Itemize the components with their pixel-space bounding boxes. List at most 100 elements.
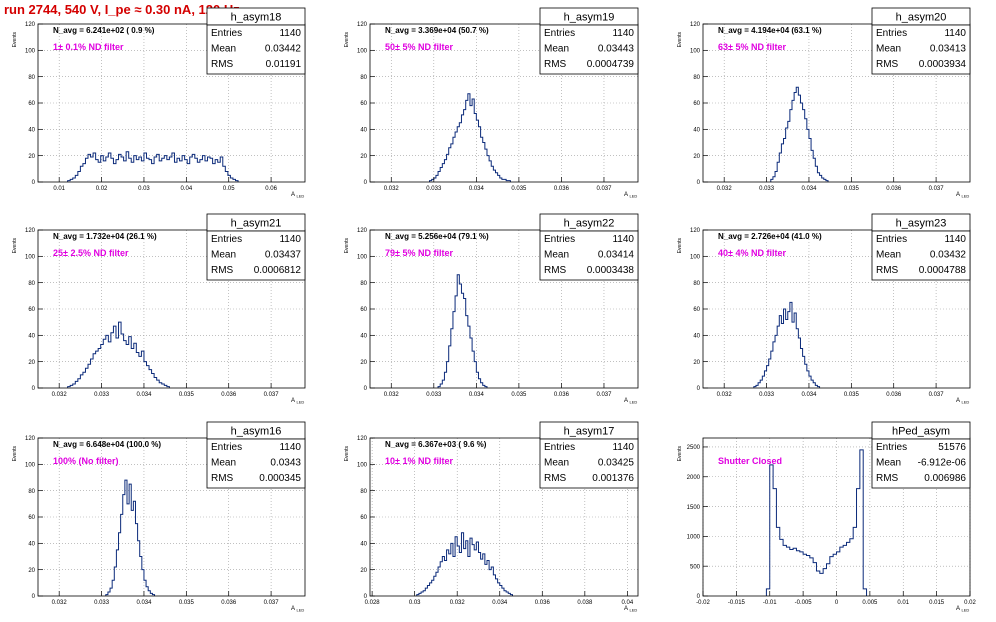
- y-tick-label: 20: [28, 360, 35, 366]
- y-tick-label: 0: [32, 180, 36, 186]
- filter-annotation: 25± 2.5% ND filter: [53, 248, 129, 258]
- x-tick-label: 0.028: [365, 600, 381, 606]
- y-tick-label: 60: [360, 307, 367, 313]
- stats-label: Entries: [544, 28, 575, 39]
- stats-value: 0.03442: [265, 44, 302, 55]
- stats-value: 1140: [279, 442, 301, 453]
- x-tick-label: 0.033: [94, 392, 110, 398]
- stats-label: Entries: [544, 442, 575, 453]
- filter-annotation: Shutter Closed: [718, 456, 782, 466]
- x-tick-label: 0.034: [801, 392, 817, 398]
- x-tick-label: 0.01: [897, 600, 909, 606]
- x-tick-label: 0.03: [409, 600, 421, 606]
- x-tick-label: 0.032: [717, 392, 733, 398]
- y-tick-label: 40: [693, 128, 700, 134]
- stats-value: 0.03437: [265, 250, 302, 261]
- y-tick-label: 120: [25, 228, 36, 234]
- x-tick-label: 0.05: [223, 186, 235, 192]
- x-tick-label: 0.036: [886, 392, 902, 398]
- x-tick-label: -0.005: [795, 600, 813, 606]
- y-tick-label: 20: [28, 154, 35, 160]
- y-tick-label: 60: [28, 307, 35, 313]
- stats-label: Mean: [211, 44, 236, 55]
- x-tick-label: 0.035: [844, 392, 860, 398]
- stats-value: 0.03414: [598, 250, 635, 261]
- stats-box: [206, 230, 306, 281]
- y-axis-label: Events: [677, 446, 683, 462]
- stats-label: Entries: [876, 442, 907, 453]
- histogram-series-h_asym20: [770, 86, 829, 182]
- x-tick-label: 0.015: [929, 600, 945, 606]
- histogram-panel-h_asym18: 0.01 0.02 0.03 0.04 0.05 0.06 0 20 40 60 80 100 120 A…: [12, 7, 306, 199]
- x-tick-label: 0.037: [264, 392, 280, 398]
- stats-label: Mean: [876, 458, 901, 469]
- histogram-title: h_asym23: [896, 218, 947, 230]
- navg-annotation: N_avg = 5.256e+04 (79.1 %): [385, 232, 489, 241]
- stats-box: [871, 24, 971, 75]
- stats-value: 0.0004788: [919, 265, 967, 276]
- navg-annotation: N_avg = 6.648e+04 (100.0 %): [53, 440, 161, 449]
- y-tick-label: 120: [357, 22, 368, 28]
- x-tick-label: 0.036: [535, 600, 551, 606]
- y-tick-label: 20: [693, 360, 700, 366]
- y-tick-label: 80: [360, 75, 367, 81]
- y-tick-label: 100: [690, 49, 701, 55]
- y-tick-label: 40: [360, 334, 367, 340]
- x-tick-label: 0.01: [53, 186, 65, 192]
- histogram-panel-h_asym22: 0.032 0.033 0.034 0.035 0.036 0.037 0 20 40 60 80 1…: [344, 213, 639, 405]
- y-tick-label: 40: [693, 334, 700, 340]
- x-tick-label: 0.033: [759, 186, 775, 192]
- y-tick-label: 120: [357, 436, 368, 442]
- y-tick-label: 0: [697, 594, 701, 600]
- x-tick-label: -0.015: [728, 600, 746, 606]
- x-tick-label: 0.037: [596, 392, 612, 398]
- y-tick-label: 1000: [687, 535, 701, 541]
- stats-value: 0.001376: [592, 473, 634, 484]
- histogram-panel-h_asym20: 0.032 0.033 0.034 0.035 0.036 0.037 0 20 40 60 80 1…: [677, 7, 971, 199]
- stats-label: Entries: [876, 28, 907, 39]
- y-tick-label: 120: [357, 228, 368, 234]
- y-tick-label: 0: [364, 594, 368, 600]
- stats-label: RMS: [544, 473, 567, 484]
- filter-annotation: 1± 0.1% ND filter: [53, 42, 124, 52]
- x-axis-label: A LED: [956, 192, 969, 199]
- x-tick-label: 0.038: [577, 600, 593, 606]
- y-tick-label: 120: [690, 228, 701, 234]
- y-axis-label: Events: [344, 446, 350, 462]
- stats-label: Entries: [876, 234, 907, 245]
- stats-label: Mean: [876, 44, 901, 55]
- y-tick-label: 0: [32, 386, 36, 392]
- x-tick-label: 0.033: [759, 392, 775, 398]
- filter-annotation: 40± 4% ND filter: [718, 248, 786, 258]
- navg-annotation: N_avg = 1.732e+04 (26.1 %): [53, 232, 157, 241]
- x-tick-label: 0.036: [221, 392, 237, 398]
- run-title: run 2744, 540 V, I_pe ≈ 0.30 nA, 120 Hz: [4, 2, 240, 17]
- y-tick-label: 60: [28, 101, 35, 107]
- y-tick-label: 20: [360, 154, 367, 160]
- y-tick-label: 100: [357, 255, 368, 261]
- y-axis-label: Events: [677, 238, 683, 254]
- histogram-series-h_asym22: [437, 274, 488, 388]
- stats-value: 0.03432: [930, 250, 967, 261]
- stats-label: RMS: [876, 59, 899, 70]
- x-tick-label: 0.035: [179, 392, 195, 398]
- stats-value: 0.006986: [924, 473, 966, 484]
- filter-annotation: 10± 1% ND filter: [385, 456, 453, 466]
- x-tick-label: 0: [835, 600, 839, 606]
- y-tick-label: 60: [360, 515, 367, 521]
- y-tick-label: 0: [32, 594, 36, 600]
- x-tick-label: 0.036: [554, 392, 570, 398]
- x-tick-label: 0.035: [511, 392, 527, 398]
- y-tick-label: 40: [28, 334, 35, 340]
- x-tick-label: 0.036: [554, 186, 570, 192]
- x-tick-label: 0.04: [180, 186, 192, 192]
- histogram-panel-hPed_asym: -0.02 -0.015 -0.01 -0.005 0 0.005 0.01 0.015 0.0…: [677, 421, 976, 613]
- y-tick-label: 100: [690, 255, 701, 261]
- navg-annotation: N_avg = 6.241e+02 ( 0.9 %): [53, 26, 155, 35]
- y-tick-label: 20: [360, 568, 367, 574]
- stats-label: Entries: [211, 28, 242, 39]
- y-tick-label: 0: [364, 386, 368, 392]
- x-tick-label: 0.034: [136, 600, 152, 606]
- stats-value: 0.03425: [598, 458, 635, 469]
- stats-box: [539, 438, 639, 489]
